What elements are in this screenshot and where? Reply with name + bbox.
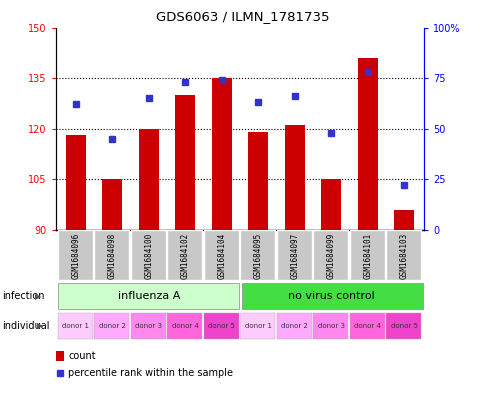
Text: count: count: [68, 351, 96, 361]
Bar: [175, 95, 195, 230]
Bar: [241, 283, 422, 309]
Bar: [284, 125, 304, 230]
Bar: [167, 230, 202, 281]
Text: donor 1: donor 1: [244, 323, 271, 329]
Bar: [212, 78, 231, 230]
Text: donor 4: donor 4: [354, 323, 380, 329]
Text: donor 3: donor 3: [135, 323, 162, 329]
Bar: [240, 313, 275, 339]
Text: GSM1684096: GSM1684096: [71, 232, 80, 279]
Bar: [203, 313, 239, 339]
Text: GSM1684099: GSM1684099: [326, 232, 335, 279]
Text: GSM1684102: GSM1684102: [181, 232, 189, 279]
Text: donor 2: donor 2: [281, 323, 308, 329]
Text: donor 2: donor 2: [99, 323, 125, 329]
Bar: [102, 179, 122, 230]
Bar: [58, 230, 93, 281]
Bar: [393, 209, 413, 230]
Text: GSM1684101: GSM1684101: [363, 232, 372, 279]
Text: GDS6063 / ILMN_1781735: GDS6063 / ILMN_1781735: [155, 10, 329, 23]
Text: GSM1684095: GSM1684095: [253, 232, 262, 279]
Bar: [203, 230, 239, 281]
Text: GSM1684104: GSM1684104: [217, 232, 226, 279]
Bar: [94, 313, 129, 339]
Bar: [130, 313, 166, 339]
Text: donor 1: donor 1: [62, 323, 89, 329]
Bar: [94, 230, 129, 281]
Bar: [349, 230, 384, 281]
Bar: [130, 230, 166, 281]
Text: donor 5: donor 5: [390, 323, 417, 329]
Text: donor 3: donor 3: [317, 323, 344, 329]
Text: donor 4: donor 4: [171, 323, 198, 329]
Text: GSM1684100: GSM1684100: [144, 232, 153, 279]
Bar: [276, 230, 311, 281]
Bar: [240, 230, 275, 281]
Text: GSM1684098: GSM1684098: [107, 232, 117, 279]
Bar: [312, 313, 348, 339]
Bar: [385, 230, 421, 281]
Bar: [66, 136, 86, 230]
Bar: [385, 313, 421, 339]
Bar: [349, 313, 384, 339]
Text: GSM1684103: GSM1684103: [399, 232, 408, 279]
Text: no virus control: no virus control: [287, 291, 374, 301]
Text: percentile rank within the sample: percentile rank within the sample: [68, 368, 233, 378]
Bar: [320, 179, 341, 230]
Text: influenza A: influenza A: [118, 291, 180, 301]
Bar: [167, 313, 202, 339]
Text: GSM1684097: GSM1684097: [290, 232, 299, 279]
Text: ▶: ▶: [36, 321, 43, 330]
Bar: [276, 313, 311, 339]
Bar: [312, 230, 348, 281]
Bar: [58, 313, 93, 339]
Text: donor 5: donor 5: [208, 323, 235, 329]
Text: infection: infection: [2, 291, 45, 301]
Bar: [138, 129, 159, 230]
Bar: [248, 132, 268, 230]
Bar: [58, 283, 238, 309]
Bar: [357, 58, 377, 230]
Text: individual: individual: [2, 321, 50, 331]
Text: ▶: ▶: [34, 292, 41, 301]
Bar: [56, 351, 64, 361]
